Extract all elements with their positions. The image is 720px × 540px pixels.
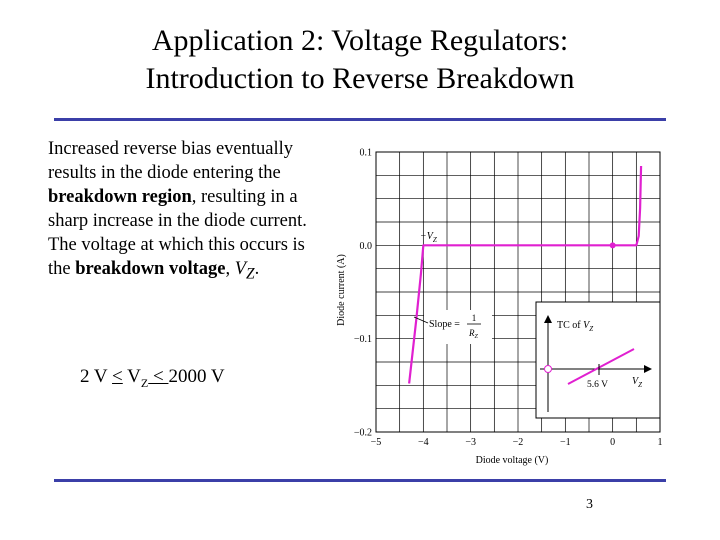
body-paragraph: Increased reverse bias eventually result… [48,137,323,287]
inset-y-label-v: V [583,320,591,331]
formula-left: 2 V [80,366,113,387]
slope-denominator: RZ [468,328,479,340]
slope-den-v: R [468,328,475,338]
x-tick-label: 0 [610,437,615,448]
formula-right: 2000 V [168,366,225,387]
inset-y-label-text: TC of [557,320,583,331]
inset-y-arrow-icon [544,315,552,323]
y-tick-label: 0.1 [360,148,373,159]
y-tick-label: −0.2 [354,428,372,439]
x-tick-label: 1 [658,437,663,448]
inset-x-arrow-icon [644,365,652,373]
para-vz-v: V [234,259,247,279]
x-tick-label: −1 [560,437,571,448]
vz-annotation-v: −V [420,231,435,242]
x-tick-label: −4 [418,437,429,448]
slope-den-sub: Z [475,334,479,340]
slide-title: Application 2: Voltage Regulators: Intro… [0,22,720,98]
inset-origin-marker [544,365,552,373]
formula-mid-v: V [122,366,141,387]
diode-iv-chart: −5 −4 −3 −2 −1 0 10.10.0−0.1−0.2 −VZ Slope = 1… [336,148,663,467]
slope-numerator: 1 [472,313,477,323]
para-text-3: , [225,259,235,279]
slope-annotation-bg [424,310,492,344]
para-vz-sub: Z [246,265,255,283]
inset-marker-label: 5.6 V [587,380,608,390]
x-tick-label: −2 [513,437,524,448]
para-bold-breakdown-region: breakdown region [48,187,192,207]
page-number: 3 [586,497,593,512]
para-vz: VZ [234,259,255,283]
vz-annotation-sub: Z [433,236,437,244]
y-axis-title: Diode current (A) [336,254,347,326]
slope-leader-line [413,316,429,324]
inset-tc-line [567,348,635,385]
formula-op-2: < [148,366,169,387]
formula-mid-sub: Z [140,375,149,390]
para-bold-breakdown-voltage: breakdown voltage [75,259,226,279]
para-text-1: Increased reverse bias eventually result… [48,139,293,183]
para-text-2: , resulting in a sharp increase in the d… [48,187,307,279]
chart-curve-layer [408,165,643,384]
x-axis-title: Diode voltage (V) [476,455,549,466]
iv-point-marker [609,242,616,249]
x-tick-label: −3 [465,437,476,448]
y-tick-label: −0.1 [354,334,372,345]
bottom-divider [54,479,666,482]
para-text-4: . [254,259,260,279]
slope-text: Slope = [429,319,460,330]
x-tick-label: −5 [371,437,382,448]
breakdown-range-formula: 2 V < VZ < 2000 V [80,366,225,391]
vz-annotation: −VZ [420,231,437,244]
inset-x-label: VZ [632,376,642,389]
inset-y-label: TC of VZ [557,320,593,333]
inset-x-label-v: V [632,376,640,387]
tc-inset: TC of VZ VZ 5.6 V [535,301,661,419]
top-divider [54,118,666,121]
inset-x-label-sub: Z [638,381,642,389]
inset-y-label-sub: Z [589,325,593,333]
formula-op-1: < [112,366,123,387]
title-line-1: Application 2: Voltage Regulators: [151,24,569,57]
inset-frame [535,301,661,419]
title-line-2: Introduction to Reverse Breakdown [145,62,575,95]
slope-annotation: Slope = 1 RZ [413,310,492,344]
iv-curve-series [408,165,643,384]
y-tick-label: 0.0 [360,241,373,252]
chart-axes: −5 −4 −3 −2 −1 0 1 0.1 0.0 −0.1 −0.2 [354,148,663,449]
plot-frame [375,151,661,433]
